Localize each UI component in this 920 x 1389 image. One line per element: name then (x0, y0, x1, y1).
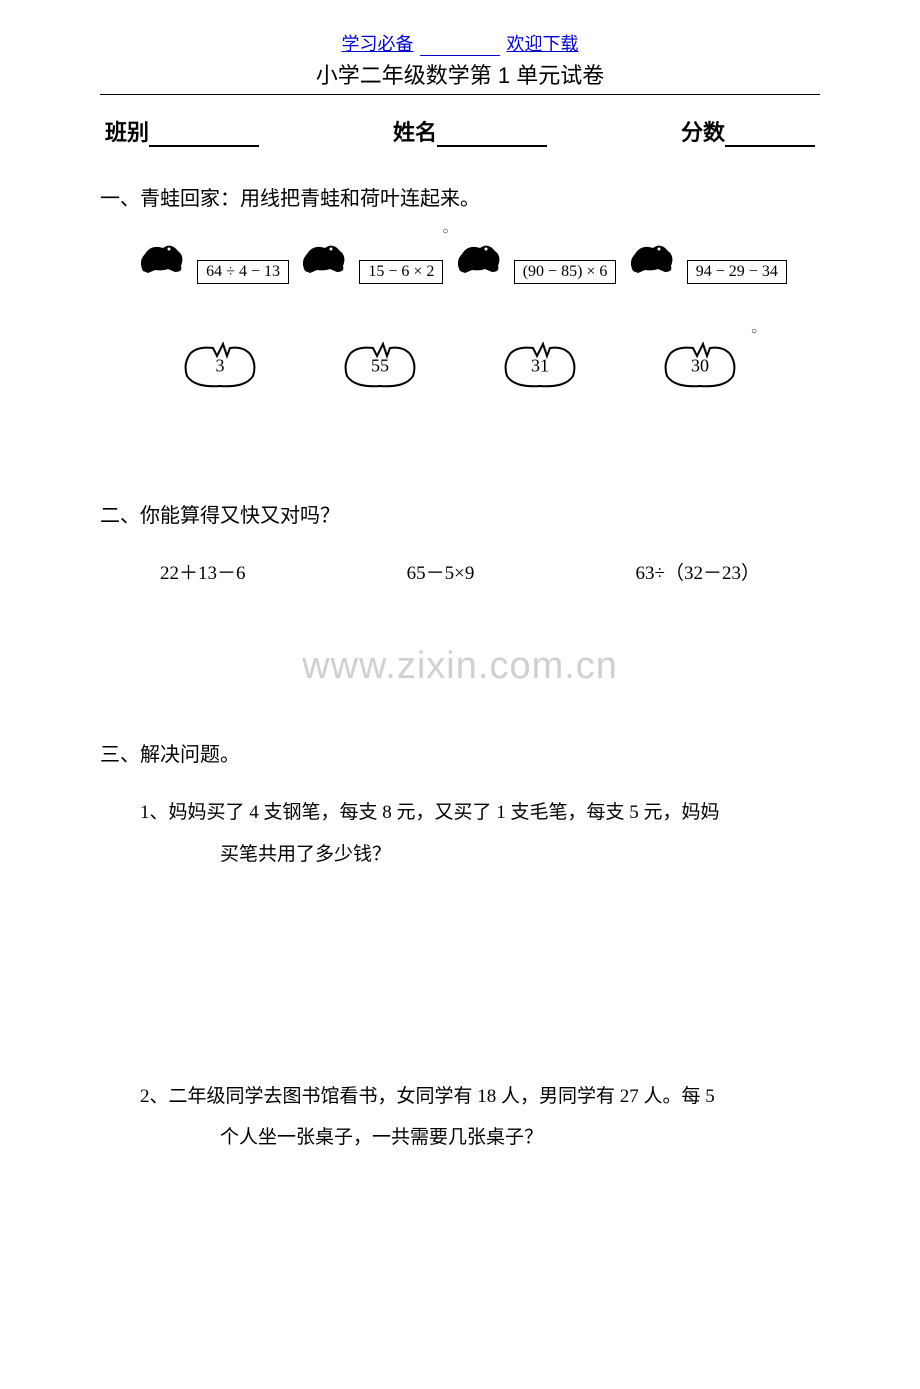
problem-1-line2: 买笔共用了多少钱？ (140, 834, 820, 876)
calc-problem-2: 65－5×9 (407, 558, 475, 585)
top-links: 学习必备 欢迎下载 (100, 30, 820, 56)
frog-icon (450, 236, 510, 276)
leaf-item-1: 3 (175, 334, 265, 399)
calc-problem-1: 22＋13－6 (160, 558, 246, 585)
frog-expr-4: 94 − 29 − 34 (687, 260, 787, 284)
frog-item-1: 64 ÷ 4 − 13 (133, 236, 289, 284)
leaf-value-3: 31 (531, 355, 549, 376)
section1-heading: 一、青蛙回家：用线把青蛙和荷叶连起来。 (100, 182, 820, 211)
leaf-value-4: 30 (691, 355, 709, 376)
frog-expr-1: 64 ÷ 4 − 13 (197, 260, 289, 284)
watermark: www.zixin.com.cn (100, 645, 820, 688)
frogs-row: 64 ÷ 4 − 13 ○ 15 − 6 × 2 (90 − 85) × 6 9… (100, 236, 820, 284)
frog-expr-3: (90 − 85) × 6 (514, 260, 617, 284)
leaf-item-4: ○ 30 (655, 334, 745, 399)
leaf-item-2: 55 (335, 334, 425, 399)
frog-item-4: 94 − 29 − 34 (623, 236, 787, 284)
calc-row: 22＋13－6 65－5×9 63÷（32－23） (100, 558, 820, 585)
problem-1: 1、妈妈买了 4 支钢笔，每支 8 元，又买了 1 支毛笔，每支 5 元，妈妈 … (100, 792, 820, 876)
info-row: 班别 姓名 分数 (100, 115, 820, 147)
frog-item-3: (90 − 85) × 6 (450, 236, 617, 284)
section2-heading: 二、你能算得又快又对吗？ (100, 499, 820, 528)
leaf-value-2: 55 (371, 355, 389, 376)
leaves-row: 3 55 31 ○ 30 (100, 334, 820, 399)
page-title: 小学二年级数学第 1 单元试卷 (100, 58, 820, 95)
calc-problem-3: 63÷（32－23） (636, 558, 760, 585)
problem-2: 2、二年级同学去图书馆看书，女同学有 18 人，男同学有 27 人。每 5 个人… (100, 1076, 820, 1160)
frog-icon (623, 236, 683, 276)
score-field: 分数 (681, 115, 815, 147)
frog-icon (133, 236, 193, 276)
frog-icon (295, 236, 355, 276)
link-download[interactable]: 欢迎下载 (507, 34, 579, 54)
leaf-item-3: 31 (495, 334, 585, 399)
frog-expr-2: 15 − 6 × 2 (359, 260, 443, 284)
name-field: 姓名 (393, 115, 547, 147)
section3-heading: 三、解决问题。 (100, 738, 820, 767)
problem-2-line2: 个人坐一张桌子，一共需要几张桌子？ (140, 1117, 820, 1159)
class-field: 班别 (105, 115, 259, 147)
frog-item-2: ○ 15 − 6 × 2 (295, 236, 443, 284)
leaf-value-1: 3 (216, 355, 225, 376)
link-study[interactable]: 学习必备 (342, 34, 414, 54)
link-gap (420, 55, 500, 56)
